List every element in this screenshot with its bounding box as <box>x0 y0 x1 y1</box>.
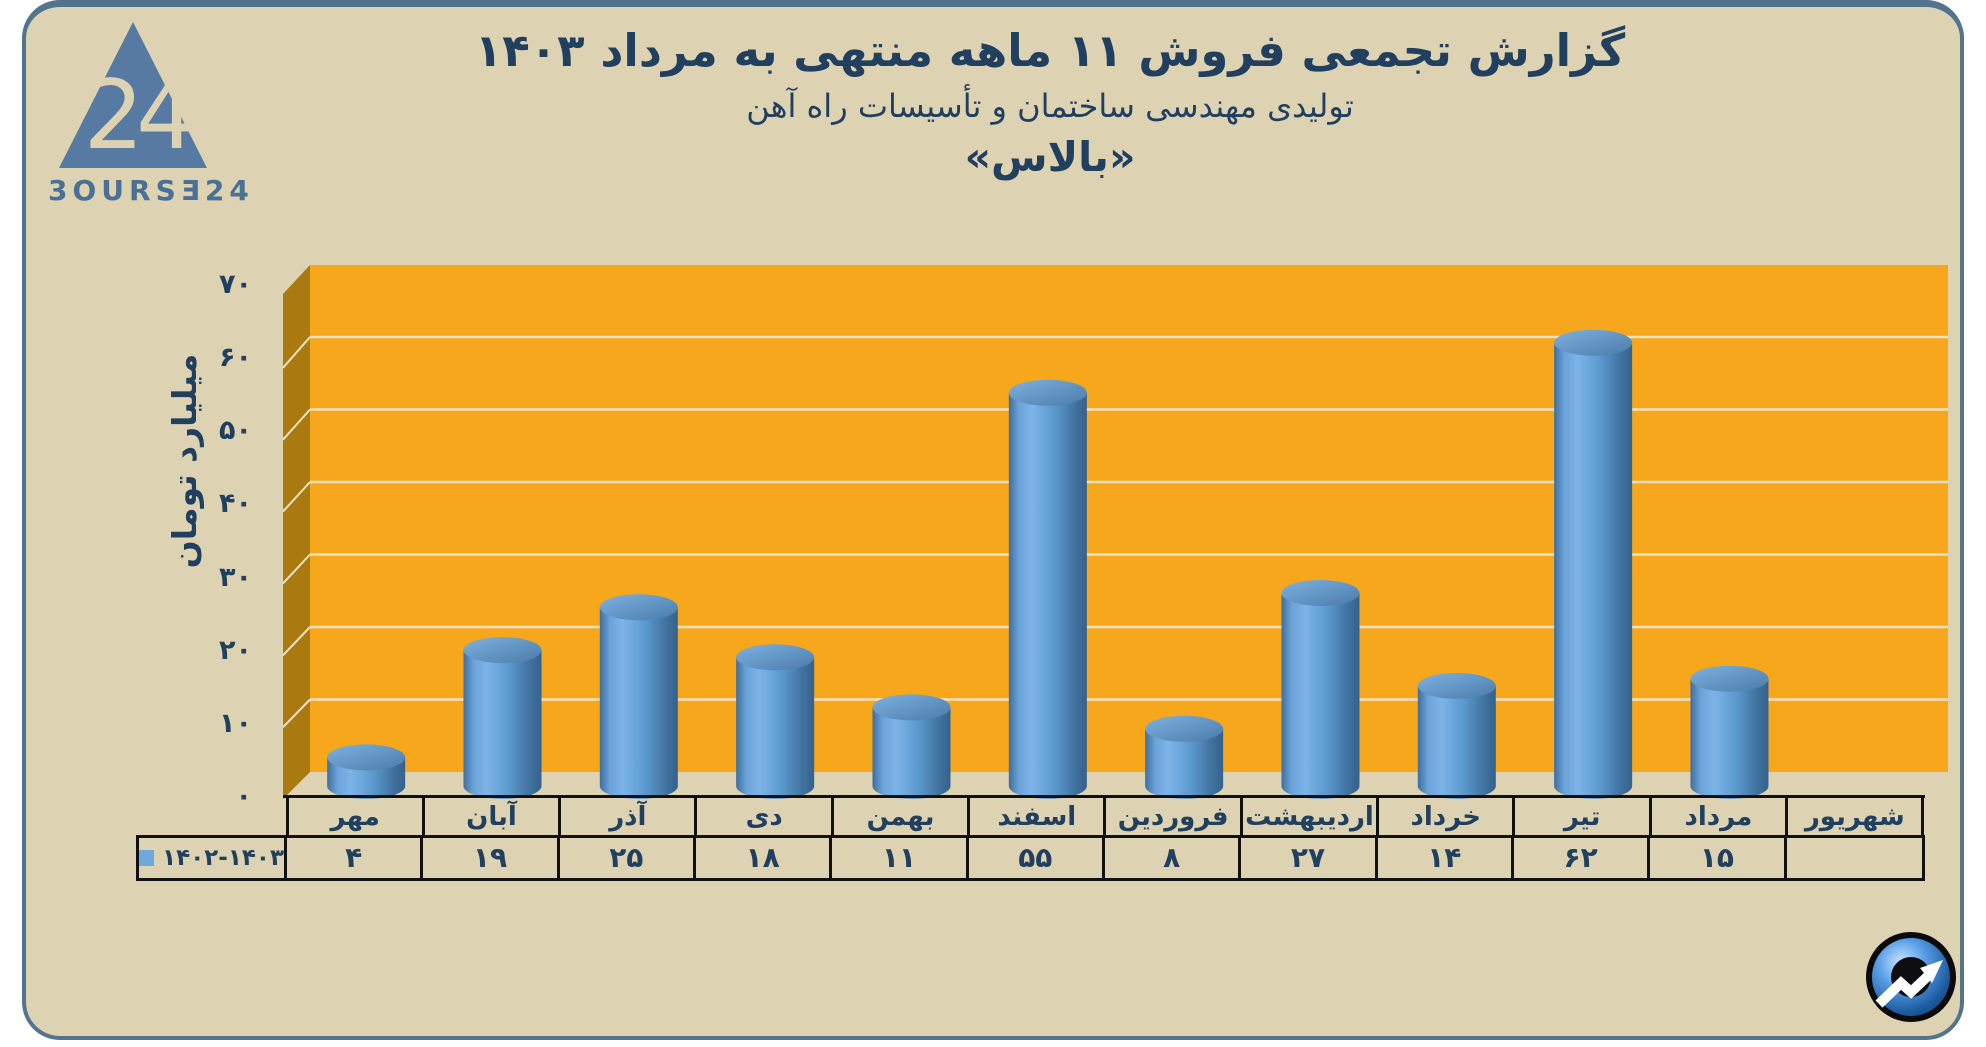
chart-title: گزارش تجمعی فروش ۱۱ ماهه منتهی به مرداد … <box>474 24 1626 77</box>
plot-3d-group <box>282 265 1948 799</box>
data-table: ۱۴۰۲-۱۴۰۳ ۴ ۱۹ ۲۵ ۱۸ ۱۱ ۵۵ ۸ ۲۷ ۱۴ ۶۲ ۱۵ <box>136 835 1925 881</box>
y-axis-tick-label: ۴۰ <box>219 488 252 520</box>
x-axis-label: فروردین <box>1117 802 1229 832</box>
x-axis-tick <box>1648 795 1652 838</box>
x-axis-tick <box>694 795 698 838</box>
x-axis-tick <box>1103 795 1107 838</box>
y-axis-tick-label: ۷۰ <box>219 269 252 301</box>
trend-arrowhead <box>1920 960 1943 983</box>
x-axis-tick <box>1785 795 1789 838</box>
x-axis-tick <box>1921 795 1925 838</box>
y-axis-tick-label: ۲۰ <box>219 634 252 666</box>
x-axis-tick <box>1512 795 1516 838</box>
x-axis-tick <box>558 795 562 838</box>
side-wall-gridline <box>282 698 311 728</box>
bar-cylinder <box>463 637 542 799</box>
value-cells-row: ۴ ۱۹ ۲۵ ۱۸ ۱۱ ۵۵ ۸ ۲۷ ۱۴ ۶۲ ۱۵ <box>287 838 1923 878</box>
x-axis-tick <box>830 795 834 838</box>
bourse24-logo: 24 3OURSƎ24 <box>48 20 254 207</box>
y-axis-tick-label: ۶۰ <box>219 342 252 374</box>
x-axis-label: شهریور <box>1804 802 1905 832</box>
side-wall-gridline <box>282 481 311 513</box>
bar-cylinder <box>736 644 815 799</box>
title-block: گزارش تجمعی فروش ۱۱ ماهه منتهی به مرداد … <box>100 0 1986 181</box>
x-axis-label: خرداد <box>1410 802 1482 832</box>
x-axis-tick <box>421 795 425 838</box>
x-axis-label: آبان <box>466 802 517 832</box>
bourse24-triangle-icon: 24 <box>58 22 207 170</box>
side-wall-gridline <box>282 408 311 441</box>
table-value-cell: ۱۹ <box>423 838 560 878</box>
chart-subtitle: تولیدی مهندسی ساختمان و تأسیسات راه آهن <box>746 87 1354 125</box>
x-axis-tick <box>1239 795 1243 838</box>
plot-back-wall <box>310 265 1948 772</box>
bar-cylinder <box>1281 579 1360 799</box>
bar-cylinder <box>1145 715 1224 799</box>
x-axis-label: بهمن <box>866 802 935 832</box>
x-axis-label: تیر <box>1563 802 1601 832</box>
table-value-cell <box>1787 838 1923 878</box>
x-axis-label: مهر <box>330 802 380 832</box>
trend-arrow-icon <box>1866 932 1956 1022</box>
table-value-cell: ۴ <box>287 838 424 878</box>
table-value-cell: ۵۵ <box>969 838 1105 878</box>
bar-cylinder <box>1008 379 1087 799</box>
bar-cylinder <box>1554 329 1633 799</box>
bar-cylinder <box>1690 665 1769 799</box>
table-value-cell: ۱۱ <box>832 838 969 878</box>
side-wall-gridline <box>282 626 311 656</box>
bar-cylinder <box>327 744 406 799</box>
x-axis-label: اردیبهشت <box>1245 802 1374 832</box>
bourse24-wordmark: 3OURSƎ24 <box>48 174 254 207</box>
x-axis-tick <box>285 795 289 838</box>
x-axis-label: مرداد <box>1684 802 1753 832</box>
bar-cylinder <box>872 694 951 799</box>
side-wall-gridline <box>282 553 311 585</box>
logo-numeral: 24 <box>83 61 191 170</box>
table-value-cell: ۱۸ <box>696 838 833 878</box>
x-axis-label: اسفند <box>997 802 1077 832</box>
side-wall-gridline <box>282 336 311 369</box>
plot-side-wall <box>283 265 310 799</box>
bar-cylinder <box>599 594 678 799</box>
legend-cell: ۱۴۰۲-۱۴۰۳ <box>139 838 287 878</box>
x-axis-tick <box>967 795 971 838</box>
company-name: «بالاس» <box>964 133 1136 181</box>
table-value-cell: ۱۴ <box>1378 838 1514 878</box>
table-value-cell: ۲۵ <box>560 838 696 878</box>
table-value-cell: ۲۷ <box>1241 838 1378 878</box>
table-value-cell: ۱۵ <box>1650 838 1787 878</box>
trend-line <box>1875 972 1932 1008</box>
bar-cylinder <box>1417 672 1496 799</box>
x-axis-label: دی <box>745 802 783 832</box>
legend-marker <box>139 850 155 866</box>
x-axis-tick <box>1376 795 1380 838</box>
y-axis-tick-label: ۳۰ <box>219 561 252 593</box>
y-axis-tick-label: ۱۰ <box>219 707 252 739</box>
y-axis-tick-label: ۰ <box>235 781 252 812</box>
table-value-cell: ۶۲ <box>1514 838 1651 878</box>
logo-triangle <box>58 22 207 168</box>
table-value-cell: ۸ <box>1105 838 1242 878</box>
legend-series-label: ۱۴۰۲-۱۴۰۳ <box>162 845 284 871</box>
x-axis-label: آذر <box>609 802 647 832</box>
y-axis-tick-label: ۵۰ <box>219 415 252 447</box>
